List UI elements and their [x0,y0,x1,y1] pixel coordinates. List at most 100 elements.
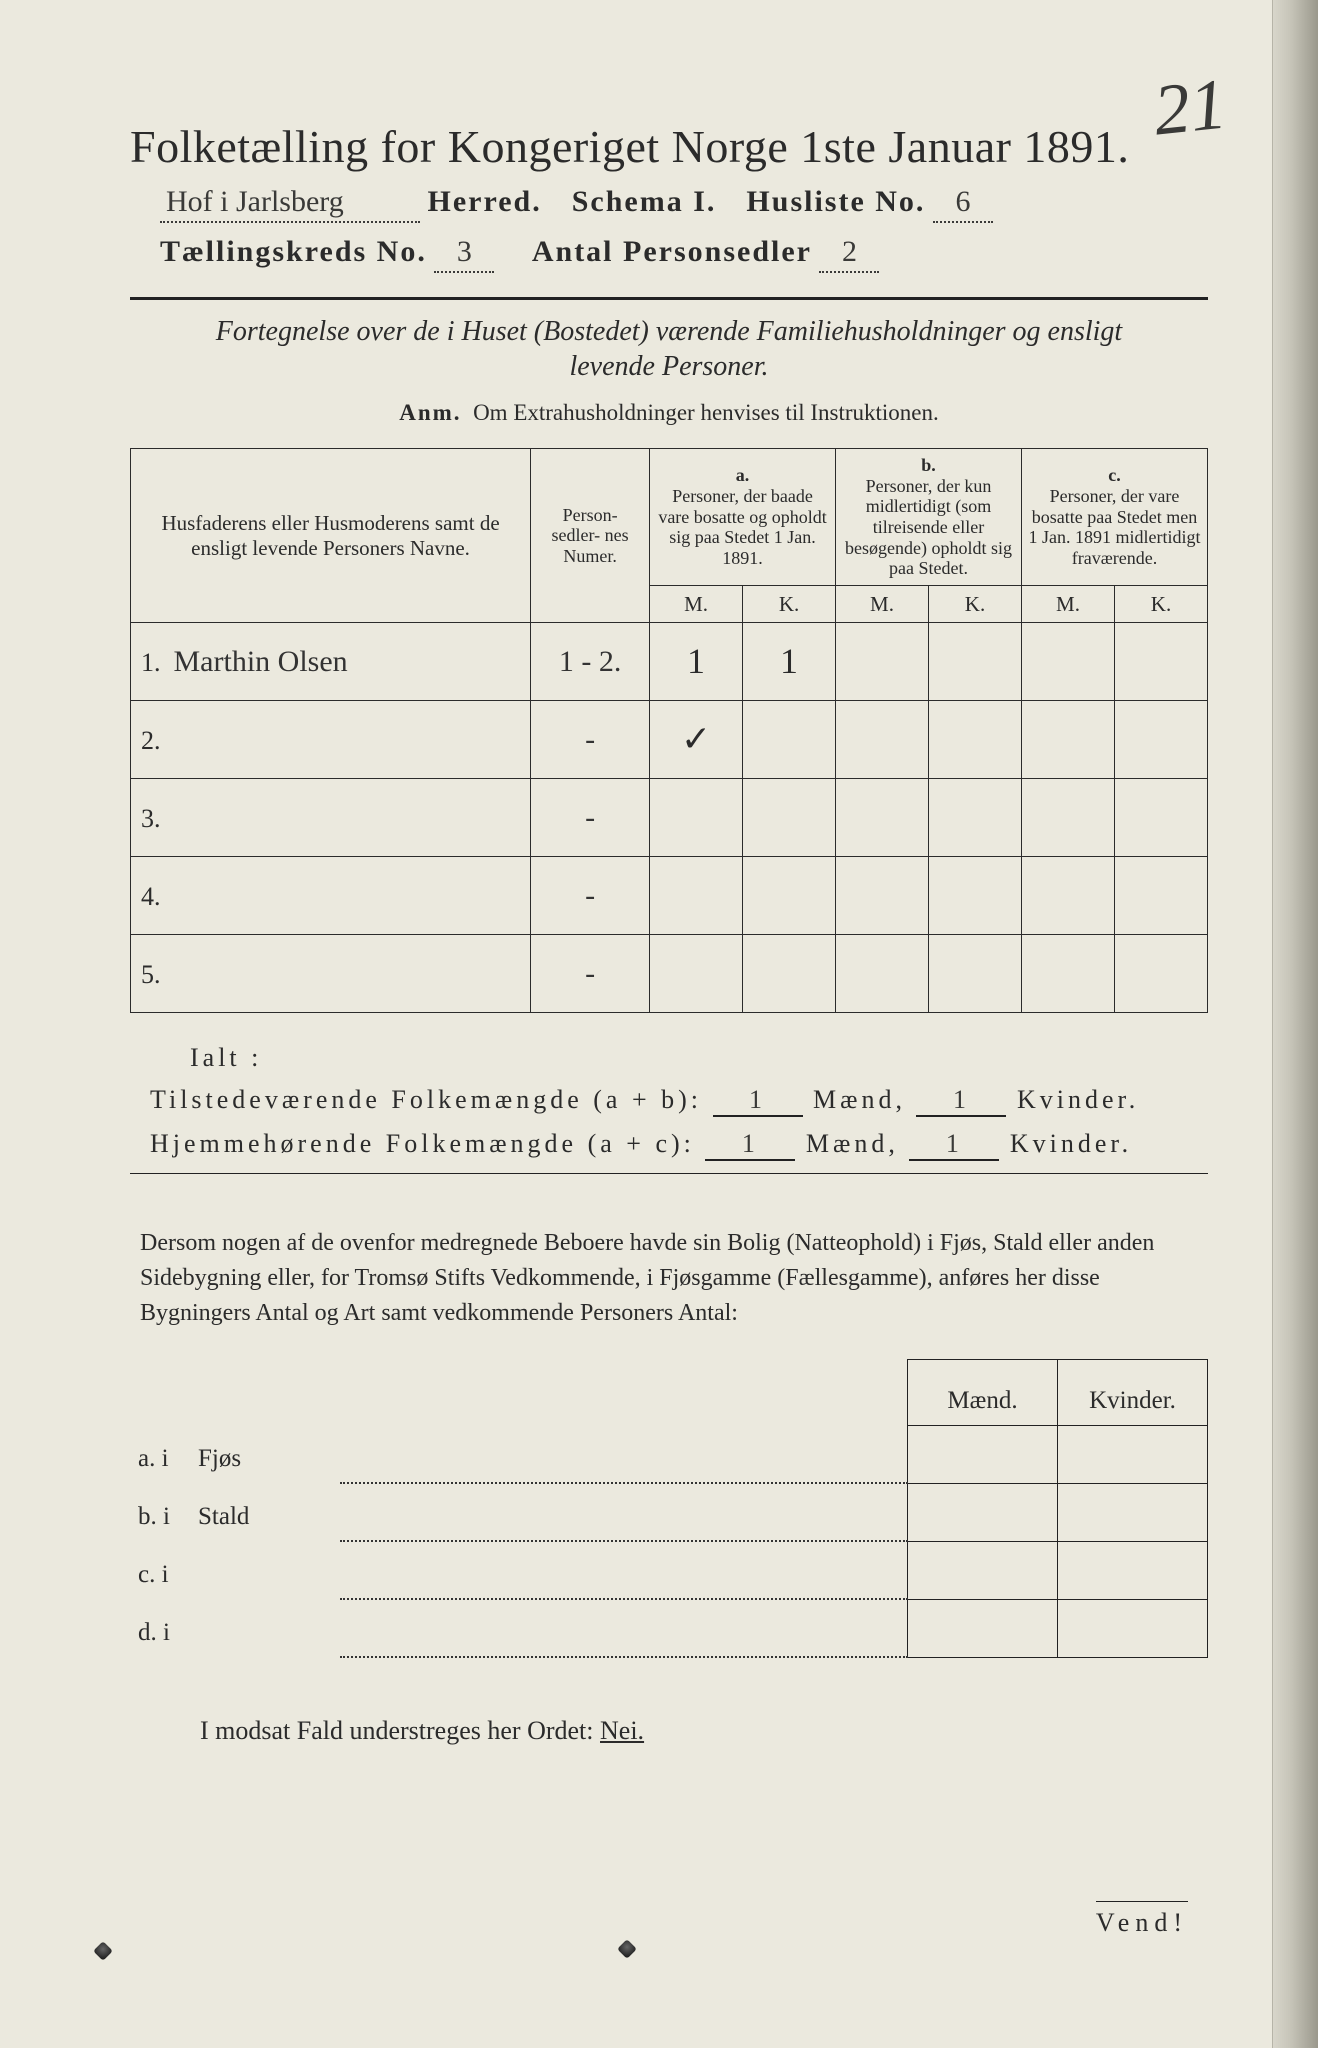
anm-label: Anm. [399,400,461,425]
col-name-header: Husfaderens eller Husmoderens samt de en… [131,449,531,623]
sum2-m: 1 [705,1129,795,1161]
row-name-cell: 3. [131,779,531,857]
herred-label: Herred. [428,185,542,218]
vend-label: Vend! [1096,1901,1188,1938]
census-table: Husfaderens eller Husmoderens samt de en… [130,448,1208,1013]
row-a-k [743,701,836,779]
b-k: K. [929,586,1022,623]
row-a-k [743,857,836,935]
bottom-col-m: Mænd. [908,1359,1058,1425]
row-dots [340,1541,908,1599]
census-form-page: 21 Folketælling for Kongeriget Norge 1st… [0,0,1318,2048]
row-dots [340,1483,908,1541]
anm-text: Om Extrahusholdninger henvises til Instr… [473,400,939,425]
row-a-k [743,935,836,1013]
kreds-no: 3 [434,235,494,273]
row-name-cell: 1. Marthin Olsen [131,623,531,701]
a-m: M. [650,586,743,623]
outbuilding-table: Mænd. Kvinder. a. iFjøsb. iStaldc. id. i [130,1359,1208,1659]
row-c-k [1114,857,1207,935]
col-a-header: a. Personer, der baade vare bosatte og o… [650,449,836,586]
row-c-k [1114,779,1207,857]
row-c-k [1114,623,1207,701]
sum1-k-label: Kvinder. [1017,1085,1139,1114]
col-c-text: Personer, der vare bosatte paa Stedet me… [1029,486,1201,568]
sum2-k: 1 [909,1129,999,1161]
census-table-body: 1. Marthin Olsen1 - 2.112. -✓3. -4. -5. … [131,623,1208,1013]
col-b-header: b. Personer, der kun midlertidigt (som t… [836,449,1022,586]
sum1-m-label: Mænd, [813,1085,906,1114]
sum2-m-label: Mænd, [806,1129,899,1158]
sum1-m: 1 [713,1085,803,1117]
row-numer: - [531,779,650,857]
c-m: M. [1022,586,1115,623]
col-c-label: c. [1108,465,1121,485]
divider-thin [130,1173,1208,1174]
col-b-label: b. [921,455,936,475]
row-k-cell [1058,1541,1208,1599]
row-c-k [1114,935,1207,1013]
subheading: Fortegnelse over de i Huset (Bostedet) v… [170,314,1168,384]
sum2-k-label: Kvinder. [1010,1129,1132,1158]
row-a-m: 1 [650,623,743,701]
row-a-m [650,779,743,857]
row-label: c. i [130,1541,190,1599]
row-c-m [1022,623,1115,701]
row-b-m [836,935,929,1013]
c-k: K. [1114,586,1207,623]
b-m: M. [836,586,929,623]
pin-mark-icon [617,1939,637,1959]
a-k: K. [743,586,836,623]
sum1-label: Tilstedeværende Folkemængde (a + b): [150,1085,702,1114]
table-row: 3. - [131,779,1208,857]
row-a-m [650,857,743,935]
husliste-label: Husliste No. [746,185,925,218]
table-row: 4. - [131,857,1208,935]
row-b-m [836,779,929,857]
outbuilding-paragraph: Dersom nogen af de ovenfor medregnede Be… [140,1226,1198,1330]
row-b-k [929,623,1022,701]
col-name-text: Husfaderens eller Husmoderens samt de en… [161,511,499,559]
row-k-cell [1058,1425,1208,1483]
row-numer: - [531,701,650,779]
row-name-cell: 5. [131,935,531,1013]
row-building [190,1599,340,1657]
row-k-cell [1058,1483,1208,1541]
nei-pre: I modsat Fald understreges her Ordet: [200,1716,600,1745]
table-row: 1. Marthin Olsen1 - 2.11 [131,623,1208,701]
row-b-m [836,623,929,701]
outbuilding-row: d. i [130,1599,1208,1657]
table-row: 2. -✓ [131,701,1208,779]
herred-value: Hof i Jarlsberg [160,185,420,223]
sum-resident-line: Hjemmehørende Folkemængde (a + c): 1 Mæn… [150,1129,1208,1161]
nei-word: Nei. [600,1716,644,1745]
row-c-m [1022,935,1115,1013]
row-numer: - [531,857,650,935]
outbuilding-row: c. i [130,1541,1208,1599]
table-row: 5. - [131,935,1208,1013]
row-c-m [1022,857,1115,935]
nei-line: I modsat Fald understreges her Ordet: Ne… [200,1716,1208,1746]
row-b-k [929,779,1022,857]
bottom-col-k: Kvinder. [1058,1359,1208,1425]
row-building [190,1541,340,1599]
row-building: Stald [190,1483,340,1541]
row-name-cell: 2. [131,701,531,779]
page-title: Folketælling for Kongeriget Norge 1ste J… [130,120,1208,173]
census-table-head: Husfaderens eller Husmoderens samt de en… [131,449,1208,623]
row-a-m: ✓ [650,701,743,779]
outbuilding-row: b. iStald [130,1483,1208,1541]
sum1-k: 1 [916,1085,1006,1117]
row-a-m [650,935,743,1013]
col-a-text: Personer, der baade vare bosatte og opho… [658,486,826,568]
row-dots [340,1599,908,1657]
row-k-cell [1058,1599,1208,1657]
antal-label: Antal Personsedler [532,235,812,268]
row-a-k [743,779,836,857]
row-c-m [1022,779,1115,857]
kreds-label: Tællingskreds No. [160,235,427,268]
row-label: a. i [130,1425,190,1483]
sum2-label: Hjemmehørende Folkemængde (a + c): [150,1129,695,1158]
sum-present-line: Tilstedeværende Folkemængde (a + b): 1 M… [150,1085,1208,1117]
row-building: Fjøs [190,1425,340,1483]
